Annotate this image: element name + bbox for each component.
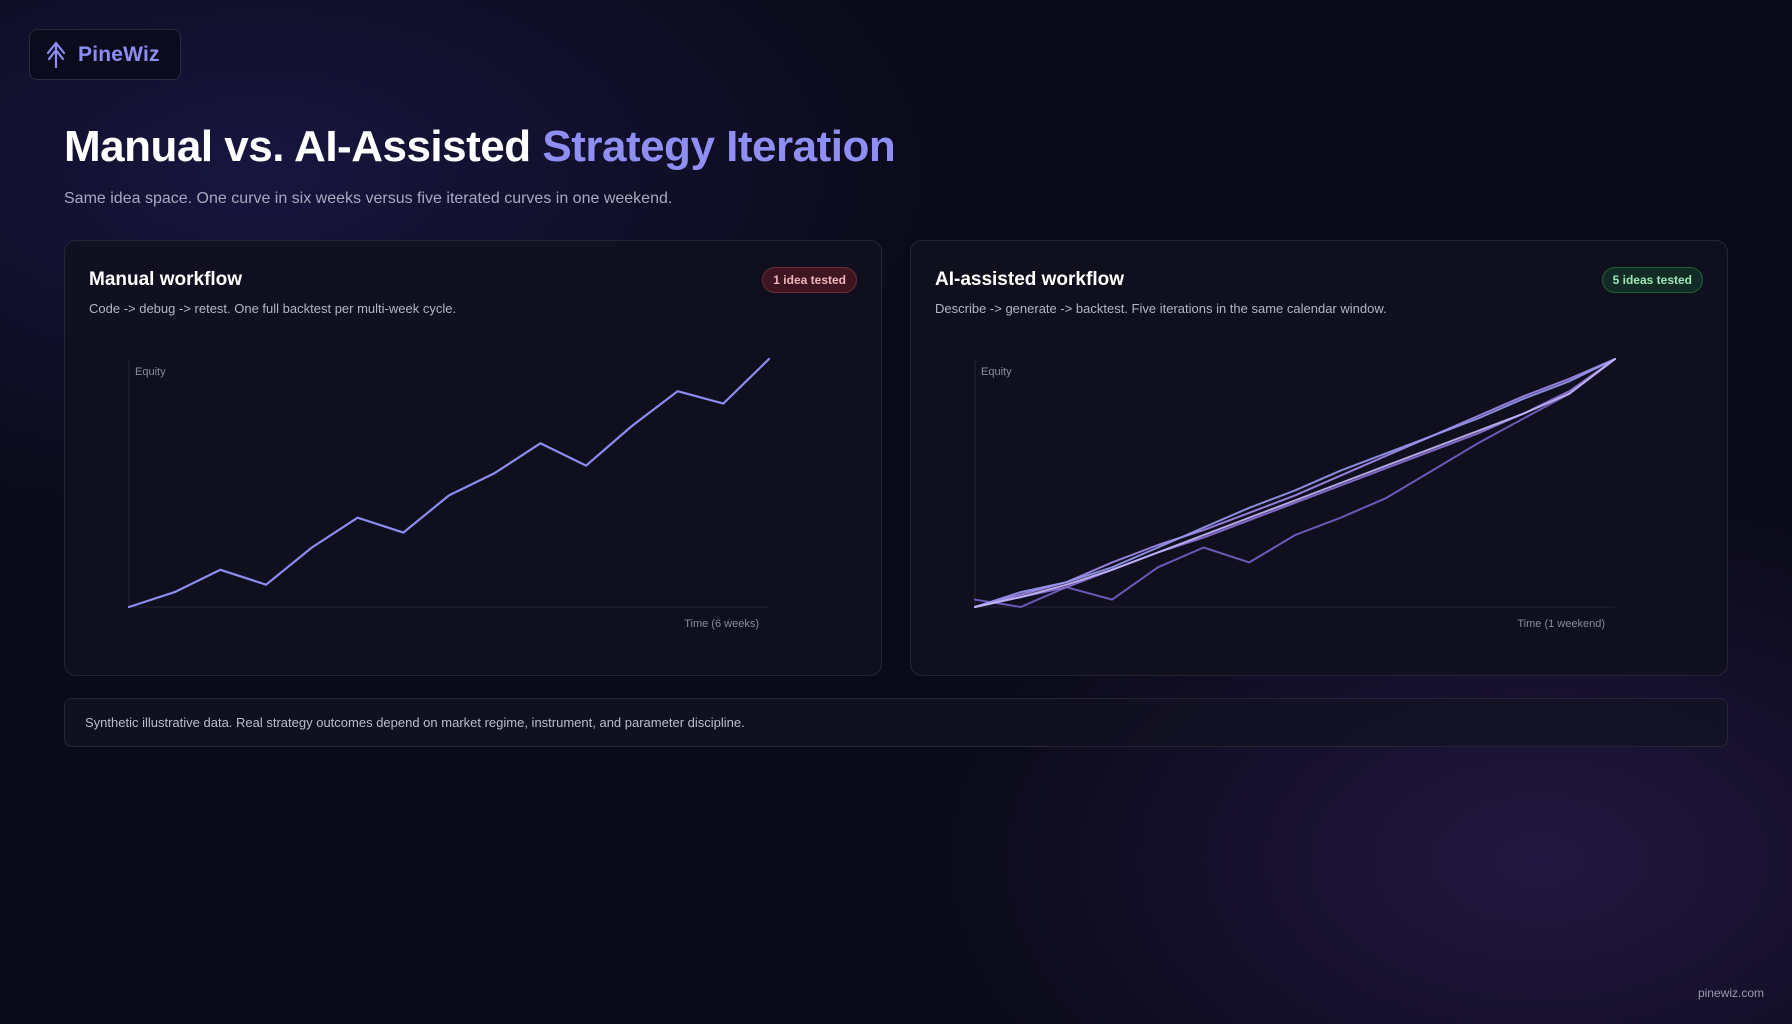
title-main: Manual vs. AI-Assisted	[64, 122, 543, 171]
page-title: Manual vs. AI-Assisted Strategy Iteratio…	[64, 122, 896, 172]
x-axis-label: Time (1 weekend)	[1517, 618, 1605, 630]
y-axis-label: Equity	[981, 366, 1012, 378]
disclaimer-note: Synthetic illustrative data. Real strate…	[64, 698, 1728, 747]
title-accent: Strategy Iteration	[542, 122, 896, 171]
brand-logo[interactable]: PineWiz	[29, 29, 181, 80]
pine-tree-icon	[46, 41, 66, 68]
y-axis-label: Equity	[135, 366, 166, 378]
brand-name: PineWiz	[78, 42, 160, 66]
ideas-tested-badge: 5 ideas tested	[1601, 267, 1703, 293]
equity-curve-1	[127, 357, 771, 609]
x-axis-label: Time (6 weeks)	[684, 618, 759, 630]
card-description: Describe -> generate -> backtest. Five i…	[935, 301, 1387, 316]
ai-assisted-workflow-card: AI-assisted workflow Describe -> generat…	[910, 240, 1728, 676]
equity-curve-4	[974, 358, 1616, 608]
page-subtitle: Same idea space. One curve in six weeks …	[64, 190, 673, 207]
equity-curve-2	[974, 358, 1616, 608]
site-url: pinewiz.com	[1697, 986, 1764, 1000]
equity-curve-3	[974, 358, 1616, 608]
ai-equity-chart: Equity Time (1 weekend)	[974, 358, 1616, 630]
equity-curve-5	[974, 358, 1616, 608]
card-description: Code -> debug -> retest. One full backte…	[89, 301, 457, 316]
series-layer	[127, 357, 771, 609]
card-title: AI-assisted workflow	[935, 269, 1124, 290]
equity-curve-1	[974, 358, 1616, 608]
manual-workflow-card: Manual workflow Code -> debug -> retest.…	[64, 240, 882, 676]
card-title: Manual workflow	[89, 269, 243, 290]
series-layer	[974, 358, 1616, 608]
manual-equity-chart: Equity Time (6 weeks)	[127, 357, 771, 630]
ideas-tested-badge: 1 idea tested	[762, 267, 857, 293]
